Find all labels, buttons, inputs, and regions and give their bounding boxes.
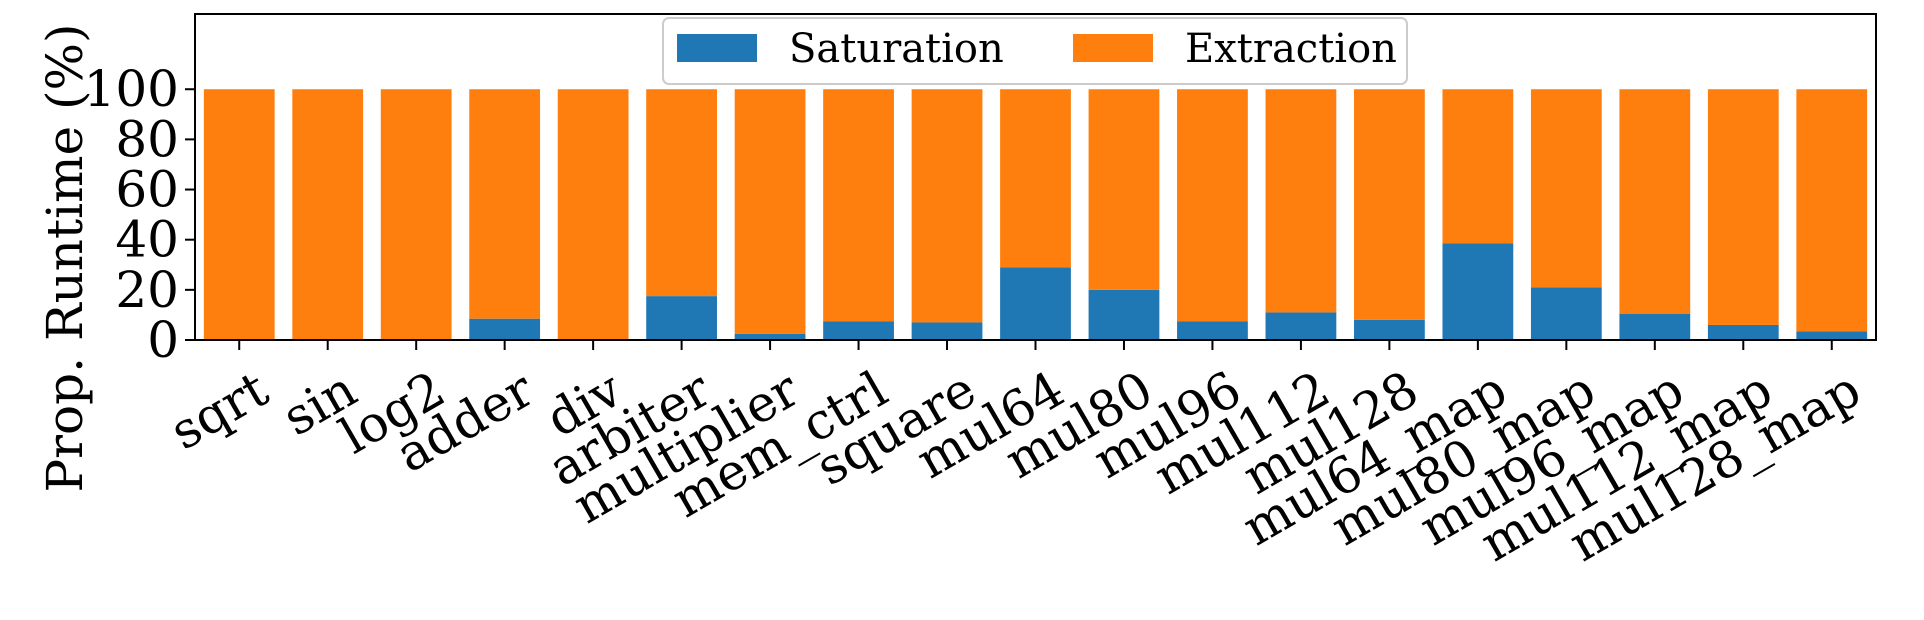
bar-saturation-square: [911, 322, 983, 340]
y-tick-label: 100: [84, 60, 179, 118]
bar-extraction-sin: [292, 89, 364, 340]
legend: Saturation Extraction: [662, 17, 1408, 85]
bar-extraction-mul112: [1265, 89, 1337, 313]
legend-label-saturation: Saturation: [789, 26, 1004, 72]
legend-box: [662, 17, 1408, 85]
y-tick-label: 40: [115, 211, 179, 269]
bar-saturation-mul64: [1000, 267, 1071, 340]
bar-extraction-mul64_map: [1442, 89, 1514, 244]
x-tick-label: sqrt: [161, 360, 278, 461]
bar-saturation-mul80: [1088, 289, 1160, 340]
bar-extraction-adder: [469, 89, 541, 319]
bar-extraction-mul96: [1177, 89, 1248, 322]
y-tick-label: 80: [115, 110, 179, 168]
y-tick-label: 20: [115, 261, 179, 319]
bar-saturation-mul112: [1265, 312, 1337, 340]
bar-saturation-mul80_map: [1530, 287, 1602, 340]
bar-extraction-arbiter: [646, 89, 717, 297]
y-axis-title: Prop. Runtime (%): [36, 24, 94, 493]
bar-extraction-mul112_map: [1707, 89, 1779, 325]
bars-group: [203, 89, 1868, 340]
bar-extraction-mul128: [1354, 89, 1425, 320]
y-tick-label: 60: [115, 161, 179, 219]
bar-saturation-mul64_map: [1442, 243, 1514, 340]
bar-extraction-mul96_map: [1619, 89, 1691, 314]
bar-saturation-mul96: [1177, 321, 1248, 340]
bar-saturation-mul112_map: [1707, 324, 1779, 340]
bar-extraction-mul80: [1088, 89, 1160, 290]
bar-extraction-div: [557, 89, 629, 340]
bar-saturation-adder: [469, 318, 541, 340]
bar-saturation-arbiter: [646, 296, 717, 340]
bar-extraction-multiplier: [734, 89, 806, 334]
bar-extraction-log2: [380, 89, 452, 340]
legend-swatch-saturation: [677, 34, 757, 62]
bar-extraction-mem_ctrl: [823, 89, 894, 322]
bar-saturation-multiplier: [734, 333, 806, 340]
bar-extraction-sqrt: [203, 89, 275, 340]
bar-extraction-mul128_map: [1796, 89, 1868, 332]
bar-saturation-mem_ctrl: [823, 321, 894, 340]
bar-extraction-mul80_map: [1530, 89, 1602, 288]
bar-saturation-mul128_map: [1796, 331, 1868, 340]
bar-saturation-mul128: [1354, 319, 1425, 340]
legend-label-extraction: Extraction: [1185, 26, 1397, 72]
bar-saturation-mul96_map: [1619, 313, 1691, 340]
legend-swatch-extraction: [1073, 34, 1153, 62]
x-axis: sqrtsinlog2adderdivarbitermultipliermem_…: [161, 340, 1870, 573]
bar-extraction-square: [911, 89, 983, 323]
y-tick-label: 0: [147, 311, 179, 369]
bar-extraction-mul64: [1000, 89, 1071, 268]
